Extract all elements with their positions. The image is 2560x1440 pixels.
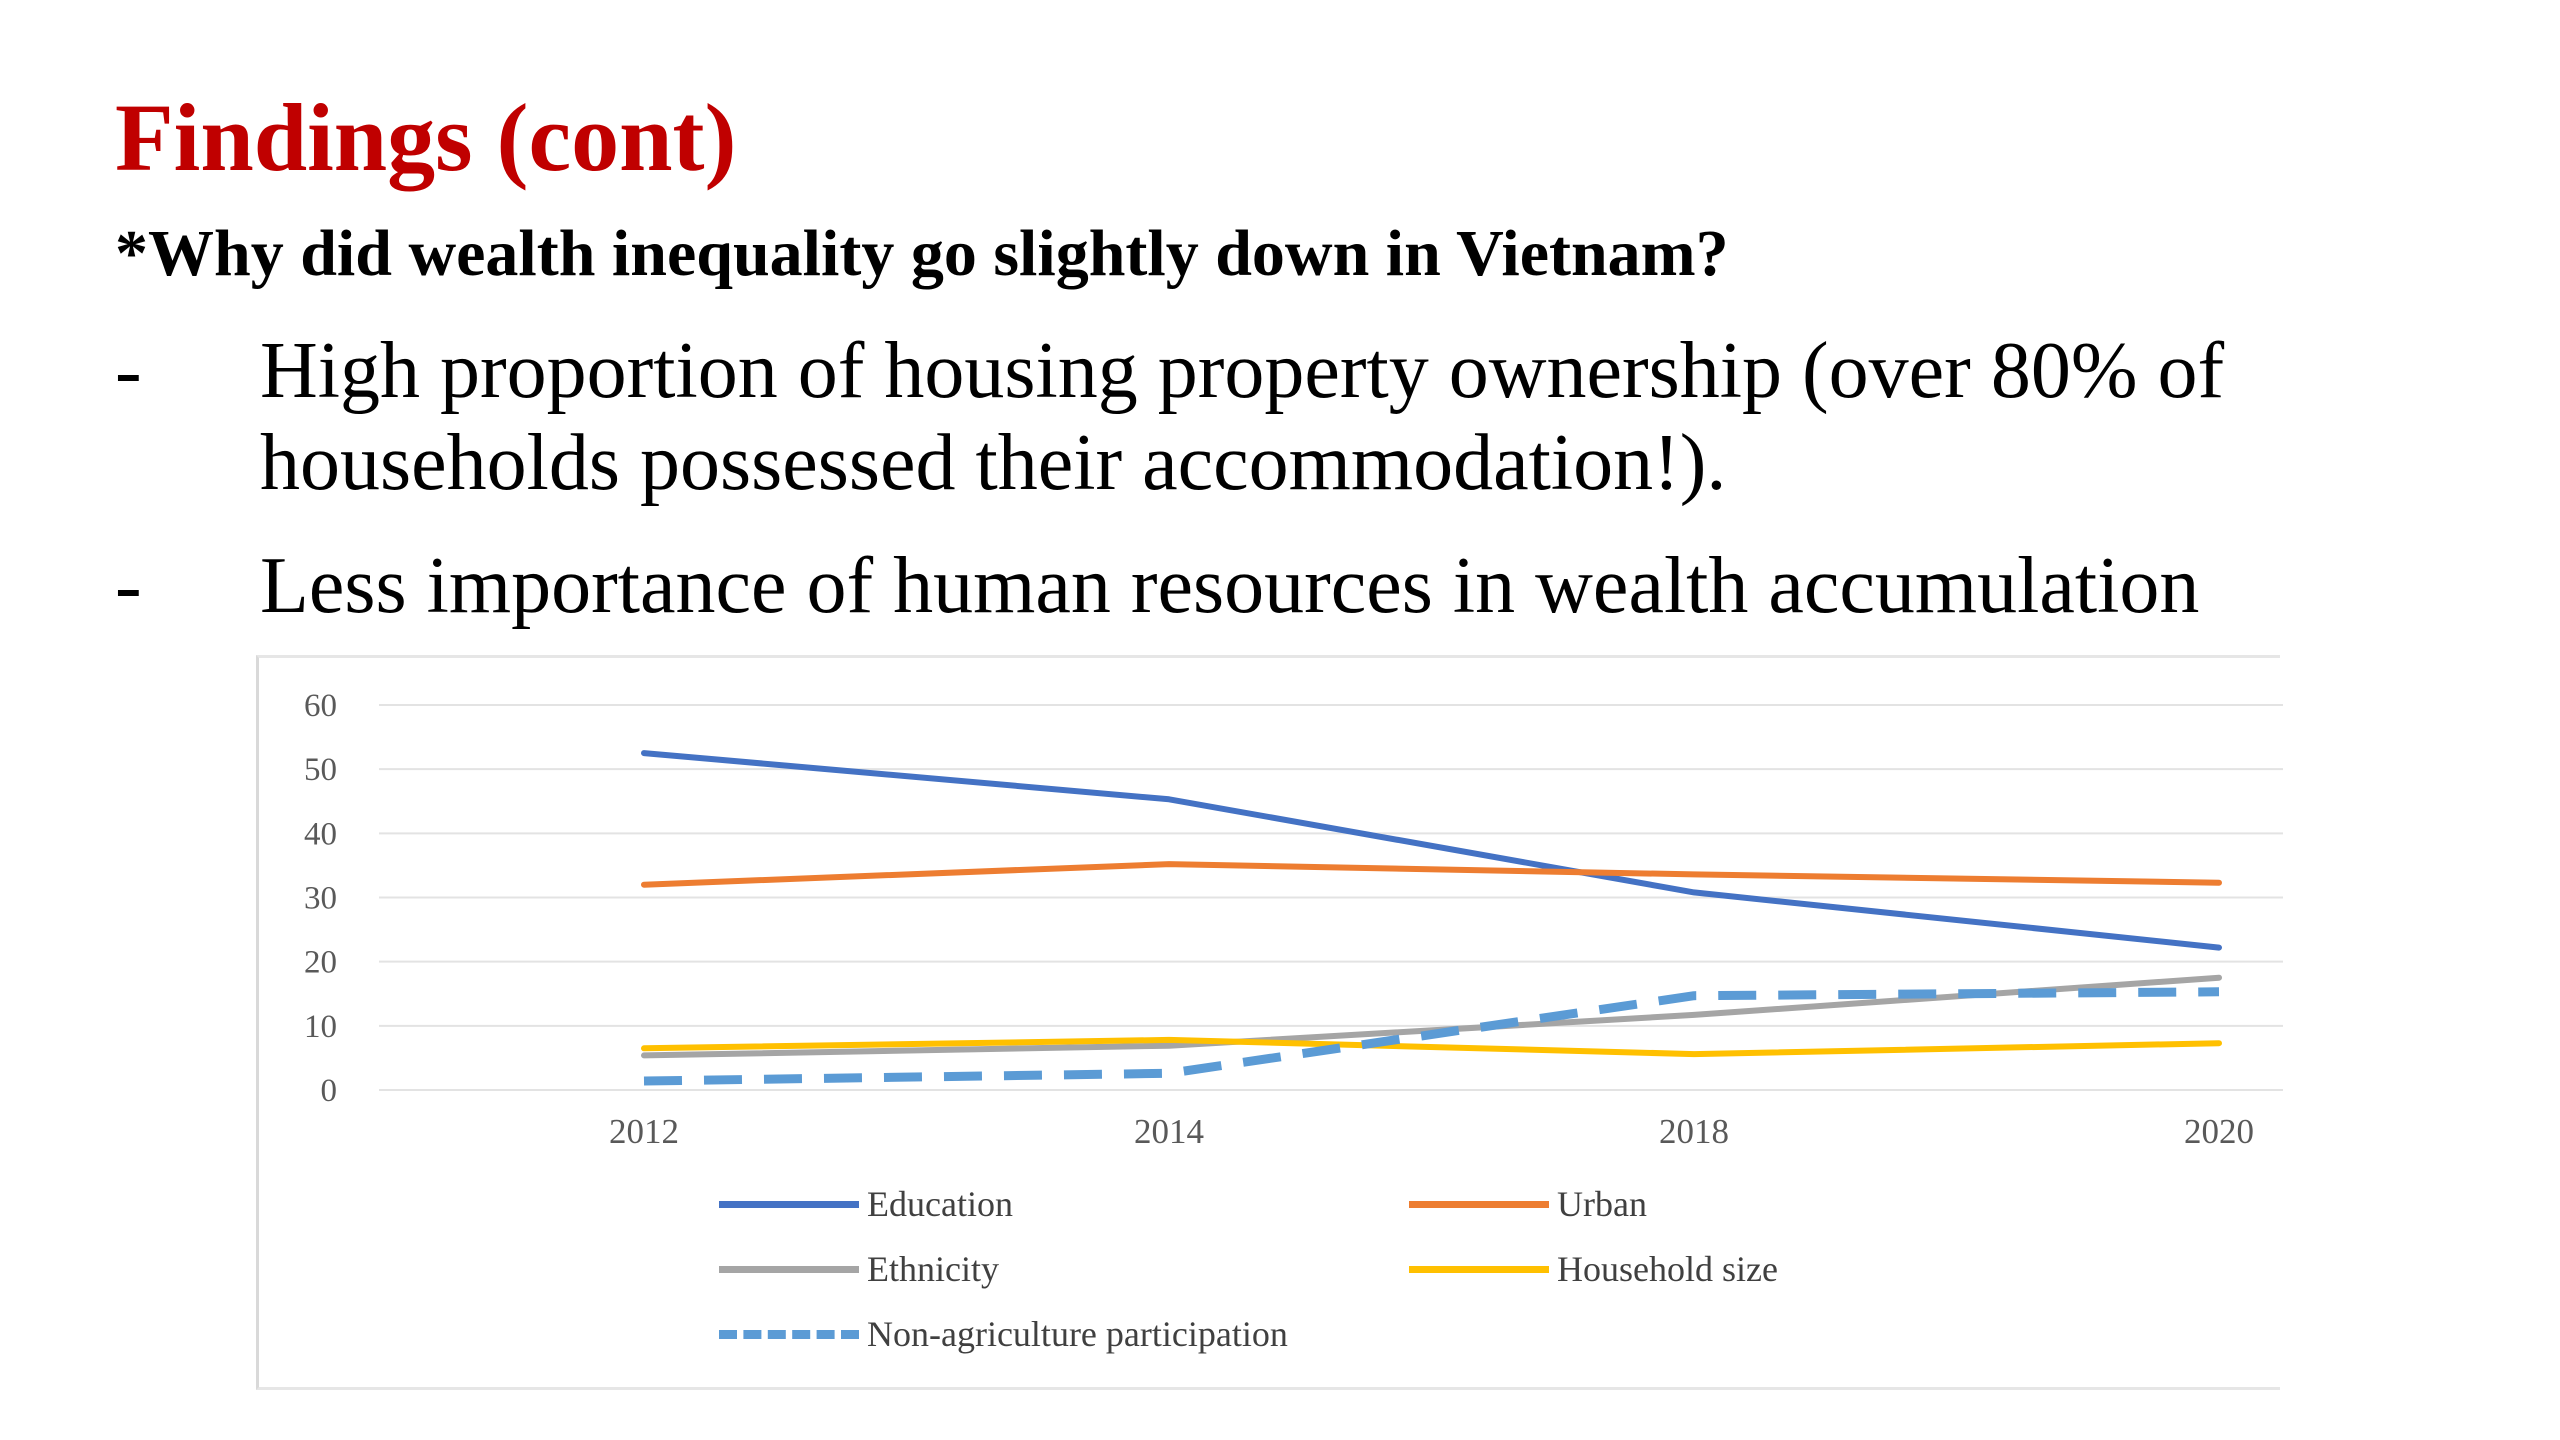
series-line-household-size <box>641 1036 2222 1058</box>
legend-swatch <box>719 1329 859 1339</box>
legend-label: Ethnicity <box>867 1249 999 1289</box>
bullet-item: - Less importance of human resources in … <box>115 540 2520 632</box>
bullet-marker: - <box>115 327 142 415</box>
series-line-urban <box>641 861 2222 888</box>
bullet-marker: - <box>115 542 142 630</box>
y-tick-label: 40 <box>304 816 337 852</box>
legend-swatch <box>1409 1265 1549 1273</box>
y-tick-label: 30 <box>304 881 337 917</box>
legend-label: Non-agriculture participation <box>867 1314 1288 1354</box>
legend-item: Household size <box>1409 1248 1778 1290</box>
legend-swatch <box>1409 1200 1549 1208</box>
legend-swatch <box>719 1200 859 1208</box>
bullet-text: High proportion of housing property owne… <box>260 327 2225 507</box>
bullet-text: Less importance of human resources in we… <box>260 542 2200 630</box>
legend-item: Education <box>719 1183 1013 1225</box>
series-line-non-agriculture-participation <box>643 987 2220 1086</box>
chart-legend: Education Urban Ethnicity Household size… <box>719 1183 2219 1383</box>
x-tick-label: 2020 <box>2184 1112 2254 1151</box>
legend-item: Non-agriculture participation <box>719 1313 1288 1355</box>
slide-title: Findings (cont) <box>115 84 737 191</box>
line-chart: 0 10 20 30 40 50 60 2012 2014 2018 2020 <box>304 688 2283 1151</box>
series-line-education <box>641 750 2222 951</box>
legend-label: Household size <box>1557 1249 1778 1289</box>
slide-subtitle: *Why did wealth inequality go slightly d… <box>115 217 1729 290</box>
legend-item: Urban <box>1409 1183 1647 1225</box>
y-tick-label: 10 <box>304 1009 337 1045</box>
chart-container: 0 10 20 30 40 50 60 2012 2014 2018 2020 Education … <box>256 655 2283 1390</box>
legend-label: Education <box>867 1184 1013 1224</box>
x-tick-label: 2014 <box>1134 1112 1204 1151</box>
legend-swatch <box>719 1265 859 1273</box>
y-tick-label: 20 <box>304 945 337 981</box>
x-tick-label: 2018 <box>1659 1112 1729 1151</box>
y-tick-label: 60 <box>304 688 337 724</box>
y-tick-label: 50 <box>304 752 337 788</box>
legend-item: Ethnicity <box>719 1248 999 1290</box>
bullet-item: - High proportion of housing property ow… <box>115 325 2520 509</box>
x-tick-label: 2012 <box>609 1112 679 1151</box>
y-tick-label: 0 <box>321 1073 338 1109</box>
legend-label: Urban <box>1557 1184 1647 1224</box>
